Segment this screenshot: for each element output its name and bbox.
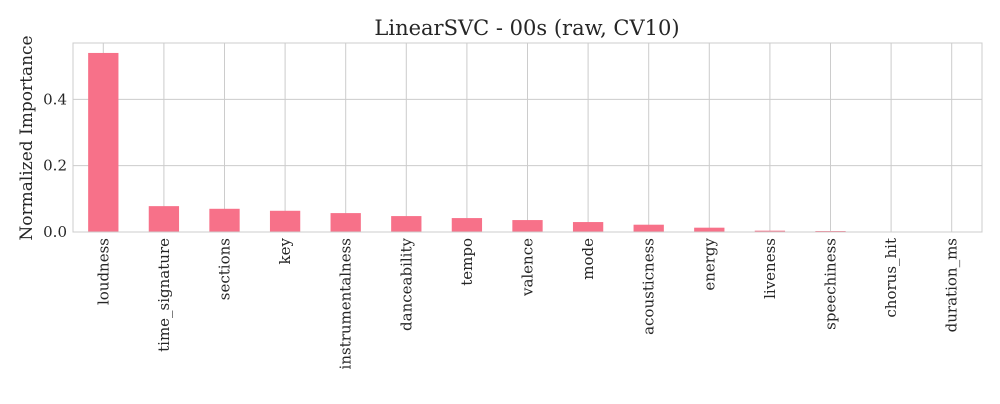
bar-time-signature xyxy=(149,206,179,232)
y-tick-label: 0.4 xyxy=(43,90,67,108)
x-tick-label: tempo xyxy=(458,238,476,286)
bar-tempo xyxy=(452,218,482,232)
x-tick-label: sections xyxy=(216,238,234,300)
bar-valence xyxy=(512,220,542,232)
bar-energy xyxy=(694,228,724,232)
chart-title: LinearSVC - 00s (raw, CV10) xyxy=(374,16,679,40)
bar-instrumentalness xyxy=(331,213,361,232)
x-tick-label: valence xyxy=(519,238,537,297)
y-tick-label: 0.0 xyxy=(43,223,67,241)
bar-mode xyxy=(573,222,603,232)
x-tick-label: loudness xyxy=(94,238,112,305)
x-tick-label: liveness xyxy=(761,238,779,299)
bar-acousticness xyxy=(634,225,664,232)
x-tick-label: instrumentalness xyxy=(337,238,355,369)
x-tick-label: chorus_hit xyxy=(882,238,900,318)
x-tick-label: duration_ms xyxy=(943,238,961,332)
bar-danceability xyxy=(391,216,421,232)
x-tick-label: time_signature xyxy=(155,238,173,352)
grid-lines xyxy=(73,43,982,232)
x-tick-label: key xyxy=(276,237,294,264)
y-tick-label: 0.2 xyxy=(43,157,67,175)
x-tick-label: speechiness xyxy=(822,238,840,330)
bar-key xyxy=(270,211,300,232)
bar-loudness xyxy=(88,53,118,232)
x-tick-label: danceability xyxy=(397,237,415,330)
x-tick-labels: loudness time_signature sections key instrum… xyxy=(94,237,960,369)
y-tick-labels: 0.0 0.2 0.4 xyxy=(43,90,67,241)
x-tick-label: mode xyxy=(579,238,597,280)
x-tick-label: energy xyxy=(700,237,718,290)
x-tick-label: acousticness xyxy=(640,238,658,335)
bar-sections xyxy=(209,209,239,232)
y-axis-label: Normalized Importance xyxy=(17,35,37,240)
